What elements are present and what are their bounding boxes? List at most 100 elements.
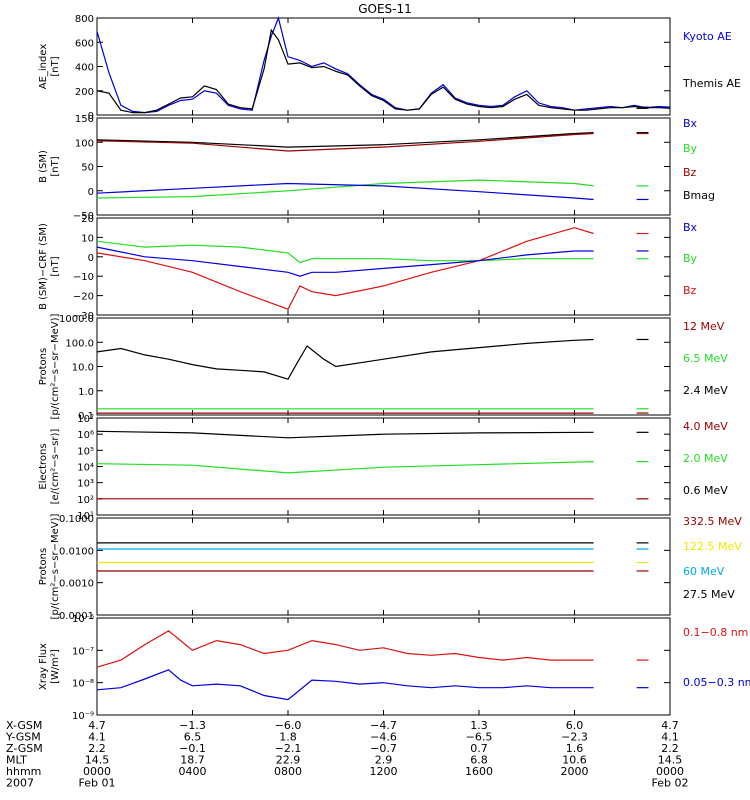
x-row-value: 6.8 [470,754,488,767]
legend-bx: Bx [683,117,698,130]
legend-by: By [683,252,698,265]
x-row-value: −4.6 [370,731,397,744]
y-axis-label: Electrons [38,443,49,489]
y-tick-label: 0 [88,187,94,198]
x-row-value: 4.1 [88,731,106,744]
legend-by: By [683,142,698,155]
x-row-value: −1.3 [179,719,206,732]
y-tick-label: 1000.0 [59,314,94,325]
y-tick-label: 10.0 [72,363,94,374]
x-row-value: Feb 02 [652,777,689,790]
legend-0-05-0-3-nm: 0.05−0.3 nm [683,676,750,689]
panel-protons_low: 0.1 1.0 10.0 100.0 1000.0 Protons [p/(cm²−s−sr… [38,313,728,422]
x-row-value: 0800 [274,765,302,778]
y-tick-label: 20 [81,214,94,225]
x-row-label: MLT [6,754,27,767]
panel-b_sm: −50 0 50 100 150 B (SM) [nT] Bx By Bz Bmag [38,114,715,222]
y-tick-label: 200 [75,87,94,98]
y-tick-label: 50 [81,163,94,174]
legend-6-5-mev: 6.5 MeV [683,352,728,365]
legend-12-mev: 12 MeV [683,320,725,333]
panel-protons_high: 0.0001 0.0010 0.0100 0.1000 Protons [p/(cm²−s… [38,513,742,622]
x-row-value: 2.2 [661,742,679,755]
y-axis-label: Protons [38,348,49,385]
series-by [96,240,594,264]
legend-bz: Bz [683,166,697,179]
y-tick-label: 0.0010 [59,579,94,590]
x-row-label: hhmm [6,765,41,778]
legend-332-5-mev: 332.5 MeV [683,515,742,528]
y-tick-label: 0 [88,111,94,122]
y-tick-label: 800 [75,14,94,25]
series-0-05-0-3-nm [96,669,594,701]
series-themis-ae [96,28,671,114]
series-kyoto-ae [96,16,671,114]
x-row-value: 0400 [179,765,207,778]
y-axis-label: [nT] [50,56,61,76]
y-axis-label: B (SM) [38,150,49,183]
series-bx [96,246,594,277]
x-row-value: −2.3 [561,731,588,744]
y-axis-label: [e/(cm²−s−sr)] [50,429,61,505]
x-row-value: 1600 [465,765,493,778]
x-row-value: 4.7 [661,719,679,732]
panel-ae: 0 200 400 600 800 AE_index [nT] Kyoto AE Themis … [38,14,741,122]
y-axis-label: B (SM)−CRF (SM) [38,223,49,310]
series-bz [96,132,594,152]
x-row-label: Y-GSM [5,731,41,744]
panel-frame [96,517,671,616]
x-row-value: 0000 [83,765,111,778]
legend-2-4-mev: 2.4 MeV [683,384,728,397]
y-tick-label: −50 [73,211,94,222]
legend-2-0-mev: 2.0 MeV [683,452,728,465]
x-row-label: Z-GSM [6,742,43,755]
legend-kyoto-ae: Kyoto AE [683,30,732,43]
panel-b_crf: −30 −20 −10 0 10 20 B (SM)−CRF (SM) [nT] Bx By Bz [38,214,698,322]
panel-frame [96,617,671,716]
y-tick-label: 10⁻⁶ [72,614,94,625]
series-bmag [96,132,594,148]
x-row-value: 0000 [656,765,684,778]
y-tick-label: 10³ [77,479,94,490]
x-row-value: 6.5 [184,731,202,744]
series-by [96,179,594,199]
y-axis-label: AE_index [38,44,49,90]
series-2-4-mev [96,338,594,380]
x-row-value: −4.7 [370,719,397,732]
series-0-6-mev [96,430,594,439]
y-tick-label: 10⁴ [77,463,94,474]
x-row-value: −6.0 [275,719,302,732]
legend-27-5-mev: 27.5 MeV [683,588,735,601]
y-tick-label: 10² [77,495,94,506]
legend-bx: Bx [683,221,698,234]
y-tick-label: 400 [75,63,94,74]
y-axis-label: [W/m²] [50,649,61,684]
y-tick-label: 10⁻⁹ [72,711,94,722]
y-axis-label: [nT] [50,256,61,276]
y-axis-label: [p/(cm²−s−sr−MeV)] [50,513,61,619]
y-tick-label: 0 [88,253,94,264]
y-tick-label: −10 [73,272,94,283]
x-row-value: −6.5 [466,731,493,744]
x-row-value: 1200 [370,765,398,778]
x-row-value: 10.6 [562,754,587,767]
panel-electrons: 10¹ 10² 10³ 10⁴ 10⁵ 10⁶ 10⁷ Electrons [e/(cm²−s−… [38,414,728,522]
y-tick-label: −20 [73,292,94,303]
y-tick-label: 600 [75,38,94,49]
panel-frame [96,217,671,316]
legend-4-0-mev: 4.0 MeV [683,420,728,433]
legend-60-mev: 60 MeV [683,565,725,578]
y-tick-label: 10⁻⁸ [72,679,94,690]
x-row-value: 18.7 [180,754,205,767]
x-row-value: 22.9 [276,754,301,767]
x-axis-labels: X-GSM 4.7 −1.3 −6.0 −4.7 1.3 6.0 4.7 Y-GSM 4.1 6.5… [5,719,688,790]
x-row-label: 2007 [6,777,34,790]
series-0-1-0-8-nm [96,630,594,668]
x-row-value: 4.1 [661,731,679,744]
x-row-value: −0.7 [370,742,397,755]
y-tick-label: 0.0100 [59,546,94,557]
x-row-value: 2.2 [88,742,106,755]
legend-themis-ae: Themis AE [682,77,741,90]
y-tick-label: 0.1000 [59,514,94,525]
